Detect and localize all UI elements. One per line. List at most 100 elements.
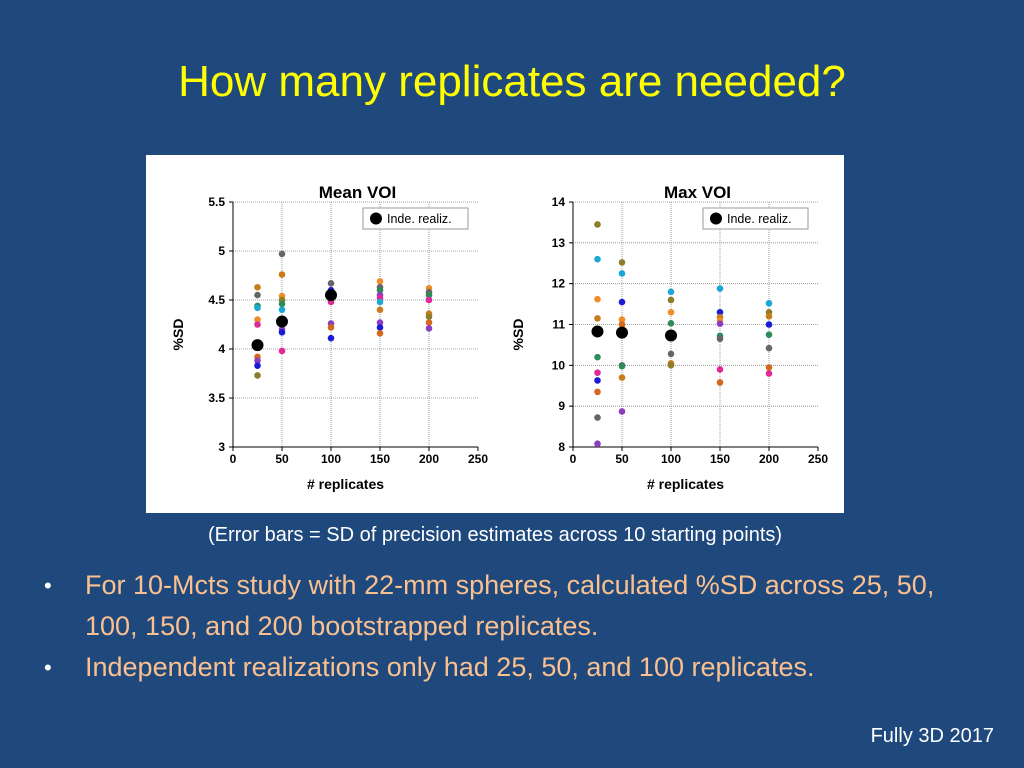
y-axis-label: %SD — [510, 319, 526, 351]
bootstrap-point — [667, 308, 675, 316]
bootstrap-point — [618, 321, 626, 328]
bootstrap-point — [254, 291, 261, 299]
x-tick-label: 0 — [570, 452, 577, 466]
legend-marker — [710, 212, 722, 225]
bootstrap-point — [716, 308, 724, 316]
bootstrap-point — [594, 377, 601, 384]
bootstrap-point — [765, 331, 773, 339]
x-tick-label: 150 — [370, 452, 390, 466]
inde-realiz-point — [276, 315, 288, 328]
y-tick-label: 4 — [218, 342, 225, 356]
bullet-item: • Independent realizations only had 25, 5… — [44, 647, 984, 688]
bootstrap-point — [376, 319, 384, 326]
bootstrap-point — [765, 299, 773, 307]
bootstrap-point — [425, 291, 433, 299]
y-tick-label: 5.5 — [208, 195, 225, 209]
bullet-text: For 10-Mcts study with 22-mm spheres, ca… — [85, 570, 935, 641]
bootstrap-point — [594, 295, 601, 303]
bootstrap-point — [667, 362, 675, 369]
bootstrap-point — [667, 319, 675, 327]
bootstrap-point — [765, 344, 773, 352]
bootstrap-point — [618, 298, 626, 306]
y-tick-label: 3.5 — [208, 391, 225, 405]
legend-marker — [370, 212, 382, 225]
x-tick-label: 100 — [321, 452, 341, 466]
inde-realiz-point — [665, 329, 677, 342]
chart-title: Max VOI — [664, 183, 731, 202]
bootstrap-point — [618, 362, 626, 370]
bootstrap-point — [327, 280, 335, 287]
bootstrap-point — [667, 350, 675, 358]
y-tick-label: 13 — [552, 236, 566, 250]
bootstrap-point — [716, 379, 724, 386]
legend-box — [702, 207, 809, 230]
bootstrap-point — [667, 288, 675, 296]
bootstrap-point — [278, 300, 286, 308]
bootstrap-point — [254, 372, 261, 379]
bullet-text: Independent realizations only had 25, 50… — [85, 652, 815, 682]
bootstrap-point — [376, 324, 384, 331]
bootstrap-point — [594, 353, 601, 361]
bootstrap-point — [254, 357, 261, 365]
bootstrap-point — [618, 316, 626, 323]
inde-realiz-point — [591, 325, 604, 338]
bootstrap-point — [425, 319, 433, 326]
bootstrap-point — [594, 440, 601, 448]
x-tick-label: 200 — [419, 452, 439, 466]
bootstrap-point — [254, 316, 261, 323]
chart-title: Mean VOI — [319, 183, 396, 202]
bootstrap-point — [425, 296, 433, 304]
y-tick-label: 14 — [552, 195, 566, 209]
bootstrap-point — [278, 329, 286, 336]
bootstrap-point — [376, 330, 384, 337]
bootstrap-point — [667, 296, 675, 304]
footer-text: Fully 3D 2017 — [870, 725, 994, 747]
bootstrap-point — [765, 370, 773, 377]
bootstrap-point — [327, 324, 335, 331]
bootstrap-point — [765, 364, 773, 371]
x-tick-label: 200 — [759, 452, 779, 466]
y-tick-label: 5 — [218, 244, 225, 258]
x-tick-label: 100 — [661, 452, 681, 466]
legend-label: Inde. realiz. — [387, 212, 452, 226]
bootstrap-point — [254, 321, 261, 328]
y-tick-label: 10 — [552, 358, 566, 372]
inde-realiz-point — [251, 339, 264, 352]
bootstrap-point — [716, 285, 724, 292]
x-tick-label: 50 — [275, 452, 289, 466]
bullet-list: • For 10-Mcts study with 22-mm spheres, c… — [44, 565, 984, 688]
y-tick-label: 4.5 — [208, 293, 225, 307]
inde-realiz-point — [325, 289, 337, 302]
bootstrap-point — [618, 259, 626, 266]
bootstrap-point — [376, 286, 384, 294]
bootstrap-point — [376, 298, 384, 306]
x-axis-label: # replicates — [647, 476, 724, 492]
x-tick-label: 250 — [468, 452, 488, 466]
y-tick-label: 12 — [552, 277, 566, 291]
bootstrap-point — [594, 255, 601, 263]
bullet-item: • For 10-Mcts study with 22-mm spheres, c… — [44, 565, 984, 647]
x-tick-label: 250 — [808, 452, 828, 466]
bootstrap-point — [425, 313, 433, 320]
x-axis-label: # replicates — [307, 476, 384, 492]
bootstrap-point — [425, 325, 433, 332]
bootstrap-point — [765, 321, 773, 328]
bootstrap-point — [278, 347, 286, 355]
bootstrap-point — [716, 335, 724, 343]
bootstrap-point — [278, 271, 286, 278]
legend-box — [362, 207, 469, 230]
x-tick-label: 150 — [710, 452, 730, 466]
bootstrap-point — [594, 369, 601, 376]
figure-panel: Mean VOI 0 50 100 150 200 250 3 3.5 4 4.5 5 5.5 # rep… — [146, 155, 844, 513]
y-axis-label: %SD — [170, 319, 186, 351]
bootstrap-point — [327, 334, 335, 342]
x-tick-label: 50 — [615, 452, 629, 466]
y-tick-label: 8 — [558, 440, 565, 454]
figure-caption: (Error bars = SD of precision estimates … — [207, 524, 783, 546]
bootstrap-point — [278, 250, 286, 258]
bootstrap-point — [618, 374, 626, 381]
bootstrap-point — [376, 278, 384, 285]
bootstrap-point — [594, 388, 601, 396]
bootstrap-point — [716, 320, 724, 327]
